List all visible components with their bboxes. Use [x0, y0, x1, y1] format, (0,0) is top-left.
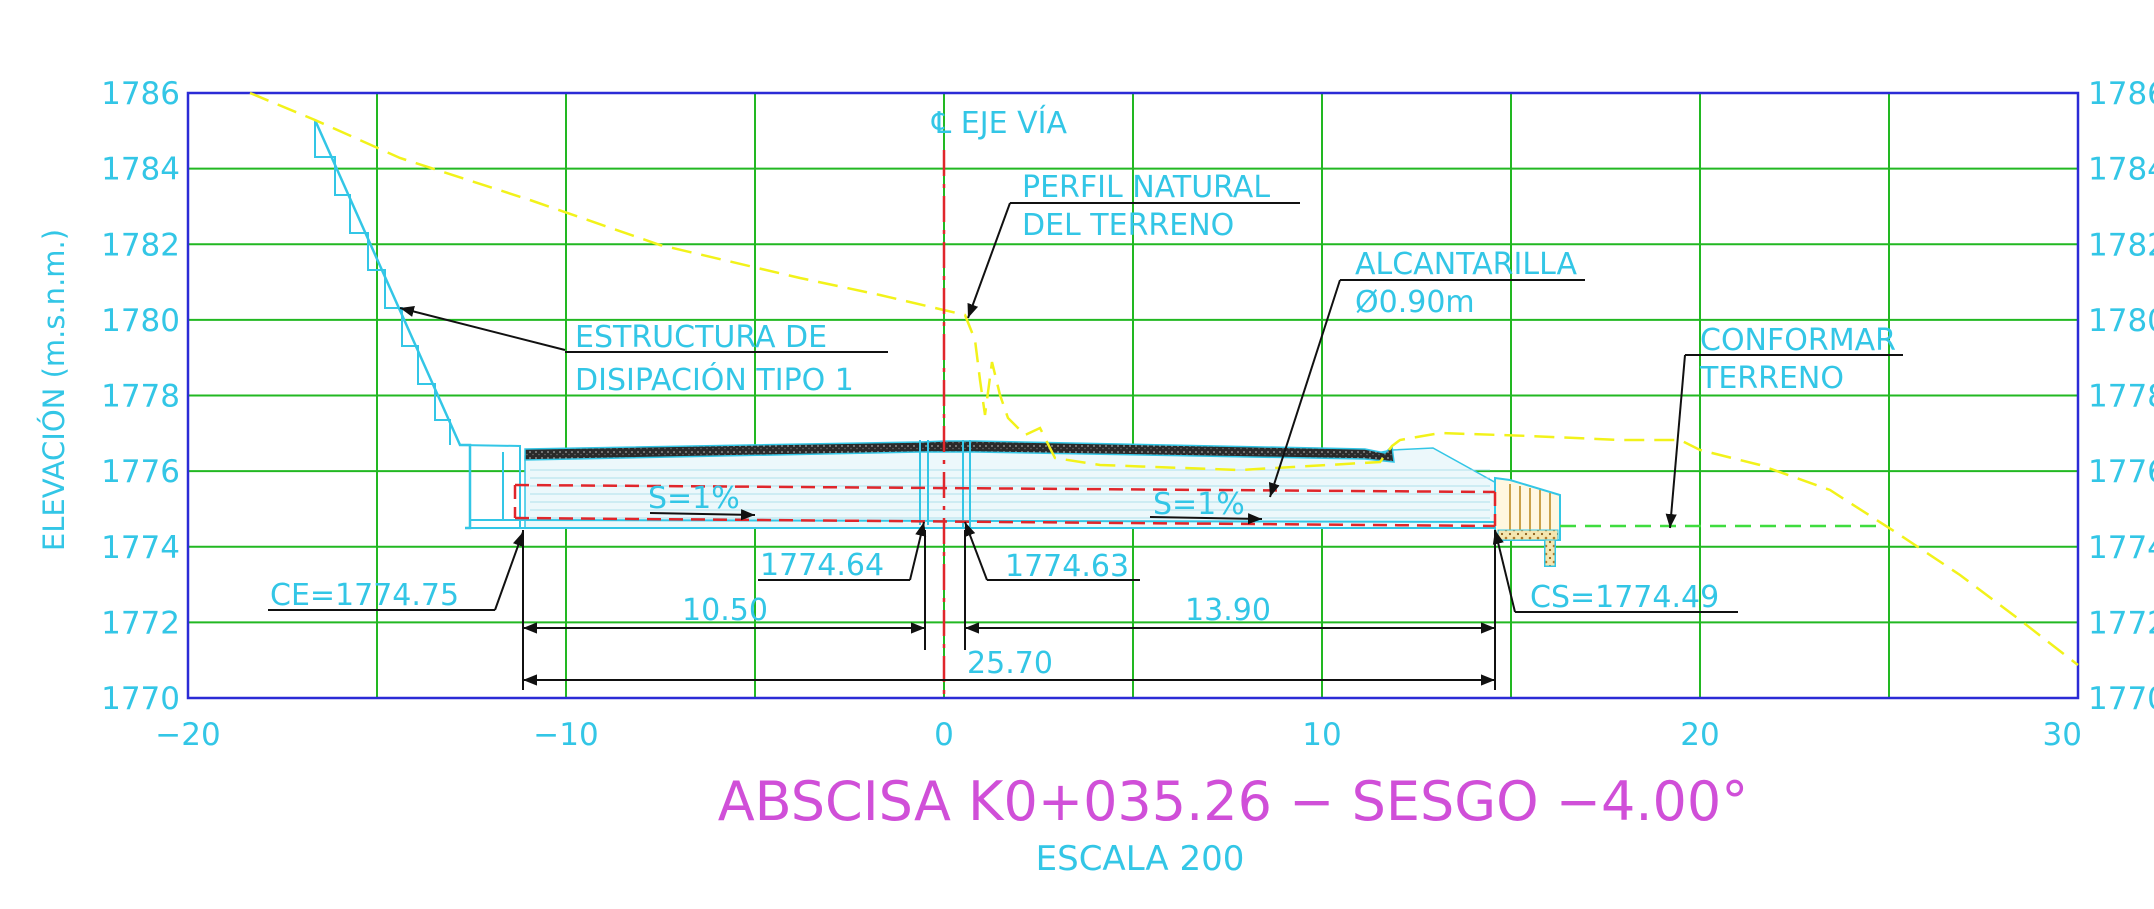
dissipation-steps: [314, 120, 451, 445]
right-axis-tick-label: 1772: [2088, 605, 2154, 641]
outlet-gravel: [1497, 529, 1559, 541]
embankment-hatching: [530, 469, 1490, 519]
alcantarilla-label-line1: ALCANTARILLA: [1355, 247, 1577, 282]
outlet-hatch: [1509, 484, 1551, 530]
culvert-invert-lines: [513, 483, 1497, 528]
left-axis-tick-label: 1780: [101, 303, 180, 339]
perfil-label-line1: PERFIL NATURAL: [1022, 170, 1270, 205]
ce-label: CE=1774.75: [270, 578, 459, 613]
elevation-right-label: 1774.63: [1005, 549, 1129, 584]
dimension-lines: [522, 530, 1496, 690]
conformar-label-line2: TERRENO: [1699, 361, 1844, 396]
dimension-right-label: 13.90: [1185, 593, 1271, 628]
right-axis-tick-label: 1782: [2088, 227, 2154, 263]
plot-frame: [186, 91, 2080, 700]
estructura-label-line1: ESTRUCTURA DE: [575, 320, 827, 355]
perfil-label-line2: DEL TERRENO: [1022, 208, 1234, 243]
left-axis-tick-label: 1774: [101, 530, 180, 566]
estructura-label-line2: DISIPACIÓN TIPO 1: [575, 361, 854, 398]
right-axis-tick-label: 1776: [2088, 454, 2154, 490]
left-axis-tick-label: 1778: [101, 379, 180, 415]
x-axis-tick-label: 0: [934, 717, 954, 753]
left-axis-tick-label: 1770: [101, 681, 180, 717]
y-axis-label: ELEVACIÓN (m.s.n.m.): [37, 229, 71, 551]
left-axis-tick-label: 1784: [101, 152, 180, 188]
label-underlines: [268, 202, 1903, 613]
right-axis-tick-label: 1774: [2088, 530, 2154, 566]
pavement-layer: [524, 440, 1395, 463]
dimension-total-label: 25.70: [967, 646, 1053, 681]
slope-arrows: [649, 509, 1263, 525]
x-axis-tick-label: −10: [533, 717, 598, 753]
slope-label-left: S=1%: [648, 481, 740, 516]
right-axis-ticks: 1786 1784 1782 1780 1778 1776 1774 1772 1770: [2088, 76, 2154, 717]
alcantarilla-label-line2: Ø0.90m: [1355, 285, 1475, 320]
left-axis-tick-label: 1772: [101, 605, 180, 641]
right-axis-tick-label: 1784: [2088, 152, 2154, 188]
x-axis-tick-label: 20: [1680, 717, 1719, 753]
cs-label: CS=1774.49: [1530, 580, 1719, 615]
slope-label-right: S=1%: [1153, 487, 1245, 522]
natural-terrain-profile: [249, 91, 2079, 666]
drawing-scale: ESCALA 200: [1036, 839, 1245, 879]
outlet-footing: [1544, 539, 1556, 567]
x-axis-tick-label: 10: [1302, 717, 1341, 753]
right-axis-tick-label: 1770: [2088, 681, 2154, 717]
elevation-left-label: 1774.64: [760, 548, 884, 583]
x-axis-tick-label: 30: [2043, 717, 2082, 753]
right-axis-tick-label: 1778: [2088, 379, 2154, 415]
right-axis-tick-label: 1780: [2088, 303, 2154, 339]
dimension-left-label: 10.50: [682, 593, 768, 628]
dissipation-basin: [459, 444, 521, 529]
left-axis-tick-label: 1776: [101, 454, 180, 490]
leader-lines: [399, 202, 1686, 613]
centerline-label: ℄ EJE VÍA: [931, 105, 1067, 141]
x-axis-tick-label: −20: [155, 717, 220, 753]
drawing-title: ABSCISA K0+035.26 − SESGO −4.00°: [718, 770, 1749, 833]
left-axis-tick-label: 1782: [101, 227, 180, 263]
right-axis-tick-label: 1786: [2088, 76, 2154, 112]
left-axis-ticks: 1786 1784 1782 1780 1778 1776 1774 1772 1770: [101, 76, 180, 717]
left-axis-tick-label: 1786: [101, 76, 180, 112]
x-axis-ticks: −20 −10 0 10 20 30: [155, 717, 2082, 753]
conformar-label-line1: CONFORMAR: [1700, 323, 1896, 358]
dissipation-structure: [313, 119, 472, 530]
